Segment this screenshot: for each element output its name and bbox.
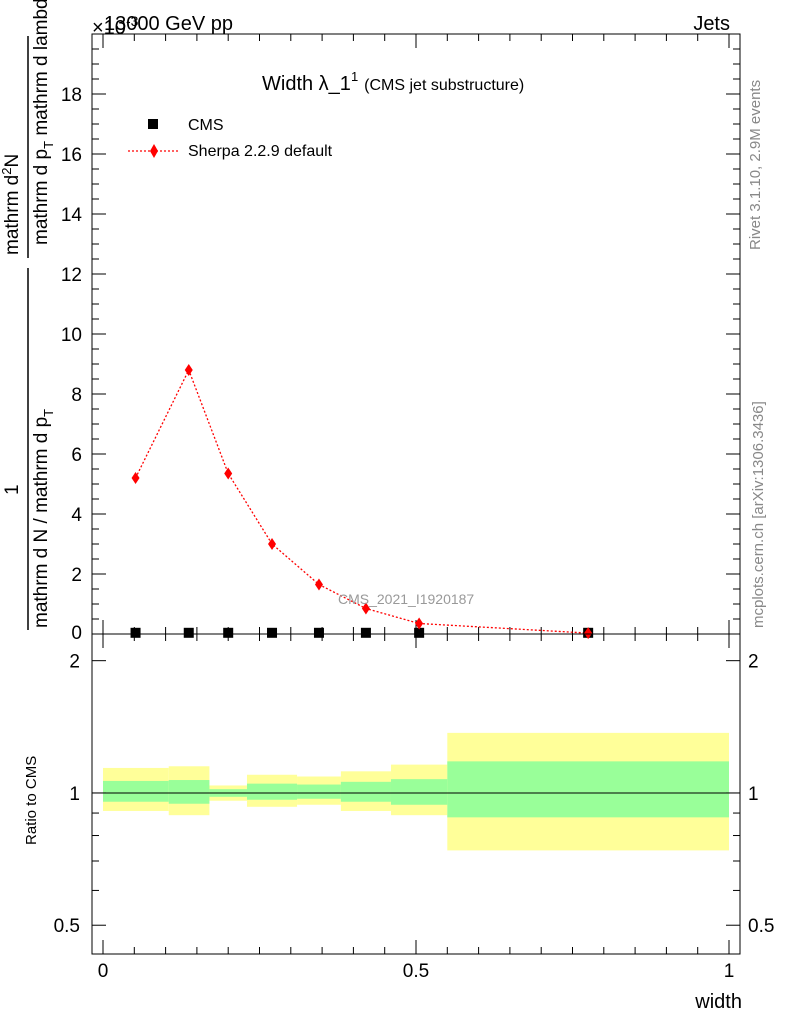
analysis-watermark: CMS_2021_I1920187 [338, 591, 474, 607]
y-tick-label: 8 [71, 385, 82, 406]
ratio-band-green [340, 781, 391, 802]
legend: CMS Sherpa 2.2.9 default [128, 117, 333, 160]
cms-point [267, 627, 278, 638]
ratio-band-green [246, 783, 298, 800]
x-tick-label: 0 [98, 961, 109, 982]
rivet-label: Rivet 3.1.10, 2.9M events [747, 80, 764, 250]
ratio-band-green [447, 761, 729, 818]
y-tick-label: 14 [61, 205, 83, 226]
plot-title-main: Width λ_1 [262, 73, 351, 95]
ratio-y-tick-label: 1 [69, 784, 80, 805]
x-tick-label: 1 [724, 961, 735, 982]
ratio-bands [103, 732, 729, 851]
x-tick-label: 0.5 [403, 961, 429, 982]
y-exponent-power: -3 [126, 13, 139, 29]
x-axis-label: width [694, 991, 742, 1013]
sherpa-point [314, 578, 323, 591]
sherpa-point [415, 617, 424, 630]
y-tick-label: 2 [71, 565, 82, 586]
sherpa-point [224, 467, 233, 480]
sherpa-point [361, 602, 370, 615]
y-tick-label: 16 [61, 145, 82, 166]
ratio-band-green [103, 780, 169, 802]
y-tick-label: 18 [61, 85, 82, 106]
cms-point [183, 627, 194, 638]
mcplots-label: mcplots.cern.ch [arXiv:1306.3436] [750, 401, 767, 628]
legend-label-sherpa: Sherpa 2.2.9 default [188, 143, 333, 160]
ratio-y-tick-label-right: 1 [748, 784, 759, 805]
legend-marker-cms [148, 119, 158, 129]
y-tick-label: 6 [71, 445, 82, 466]
sherpa-point [184, 364, 193, 376]
ylabel-inner-numerator: mathrm d2N [0, 154, 23, 255]
y-tick-label-zero: 0 [71, 623, 82, 644]
ratio-y-label: Ratio to CMS [23, 756, 40, 845]
series-sherpa-line [134, 368, 589, 634]
y-tick-label: 12 [61, 265, 82, 286]
cms-point [360, 627, 371, 638]
ratio-y-tick-label-right: 0.5 [748, 916, 774, 937]
cms-point [223, 627, 234, 638]
y-tick-label: 10 [61, 325, 82, 346]
main-data [130, 364, 594, 640]
legend-marker-sherpa [150, 144, 158, 158]
ratio-y-axis: 0.5 0.5 1 1 2 2 [54, 652, 775, 938]
y-tick-label: 4 [71, 505, 82, 526]
y-exponent-base: ×10 [92, 17, 126, 39]
sherpa-point [131, 472, 140, 484]
main-y-label: mathrm d2N mathrm d pT mathrm d lambda 1… [0, 0, 56, 630]
main-y-axis: 2 4 6 8 10 12 14 16 18 0 [61, 34, 740, 644]
y-exponent: ×10-3 [92, 13, 139, 39]
ratio-y-tick-label: 0.5 [54, 916, 80, 937]
legend-label-cms: CMS [188, 117, 224, 134]
ylabel-inner-denominator: mathrm d pT mathrm d lambda [31, 0, 56, 245]
plot-title-sup: 1 [351, 69, 358, 84]
x-axis: 0 0.5 1 [98, 634, 735, 982]
ratio-band-green [168, 780, 210, 804]
ratio-panel: 0.5 0.51 12 2 0 0.5 1 Ratio to CMS width [23, 633, 775, 1013]
ratio-band-green [297, 784, 341, 799]
plot-title: Width λ_11 (CMS jet substructure) [262, 69, 524, 95]
ratio-band-green [390, 779, 448, 805]
header-category: Jets [693, 13, 730, 35]
sherpa-point [268, 538, 277, 550]
ylabel-prefactor: 1 [2, 484, 23, 495]
cms-point [130, 627, 141, 638]
ratio-y-tick-label-right: 2 [748, 652, 759, 673]
ylabel-prefactor-denominator: mathrm d N / mathrm d pT [31, 409, 56, 628]
cms-point [313, 627, 324, 638]
sherpa-point [584, 627, 593, 640]
plot-subtitle: (CMS jet substructure) [364, 77, 524, 94]
cms-point [414, 627, 425, 638]
ratio-y-tick-label: 2 [69, 652, 80, 673]
header-energy: 13000 GeV pp [104, 13, 233, 35]
